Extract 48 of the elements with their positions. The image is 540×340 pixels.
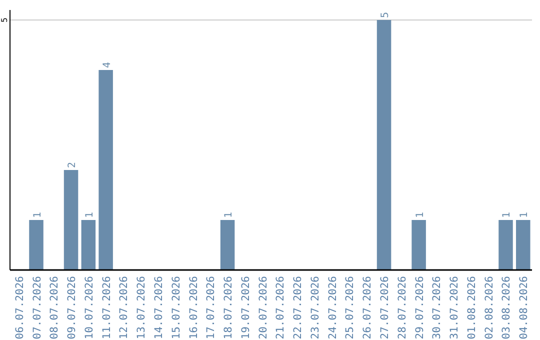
data-label: 5 — [380, 12, 392, 18]
x-tick-label: 21.07.2026 — [274, 276, 287, 340]
x-tick-label: 24.07.2026 — [326, 276, 339, 340]
x-tick-label: 23.07.2026 — [309, 276, 322, 340]
x-tick-label: 26.07.2026 — [362, 276, 374, 340]
x-tick-label: 17.07.2026 — [205, 276, 218, 340]
x-tick-label: 10.07.2026 — [83, 276, 96, 340]
bar — [516, 220, 530, 270]
x-tick-label: 27.07.2026 — [379, 276, 392, 340]
bar — [98, 70, 113, 270]
x-tick-label: 02.08.2026 — [483, 276, 496, 340]
data-label: 1 — [502, 212, 513, 218]
x-tick-label: 15.07.2026 — [170, 276, 182, 340]
data-label: 1 — [519, 212, 530, 218]
x-tick-label: 31.07.2026 — [448, 276, 461, 340]
bar — [29, 220, 44, 270]
x-tick-label: 08.07.2026 — [48, 276, 61, 340]
x-tick-label: 22.07.2026 — [292, 276, 304, 340]
x-tick-label: 19.07.2026 — [240, 276, 252, 340]
x-tick-label: 30.07.2026 — [431, 276, 444, 340]
x-tick-label: 01.08.2026 — [466, 276, 478, 340]
x-tick-label: 18.07.2026 — [222, 276, 235, 340]
bar — [376, 20, 392, 270]
x-tick-label: 16.07.2026 — [188, 276, 200, 340]
data-label: 1 — [32, 212, 44, 218]
data-label: 1 — [414, 212, 426, 218]
data-label: 4 — [102, 62, 113, 68]
bar — [81, 220, 96, 270]
x-tick-label: 04.08.2026 — [518, 276, 530, 340]
x-tick-label: 25.07.2026 — [344, 276, 356, 340]
x-tick-label: 06.07.2026 — [14, 276, 26, 340]
x-tick-label: 09.07.2026 — [66, 276, 78, 340]
bar — [412, 220, 426, 270]
x-tick-label: 28.07.2026 — [396, 276, 408, 340]
x-tick-label: 29.07.2026 — [414, 276, 426, 340]
bar — [220, 220, 235, 270]
x-tick-label: 12.07.2026 — [118, 276, 130, 340]
x-tick-label: 20.07.2026 — [257, 276, 270, 340]
bar — [64, 170, 78, 270]
x-tick-label: 03.08.2026 — [500, 276, 513, 340]
data-label: 1 — [84, 212, 96, 218]
data-label: 1 — [224, 212, 235, 218]
x-tick-label: 07.07.2026 — [31, 276, 44, 340]
x-tick-label: 14.07.2026 — [152, 276, 165, 340]
x-tick-label: 13.07.2026 — [136, 276, 148, 340]
bar — [498, 220, 513, 270]
x-tick-label: 11.07.2026 — [100, 276, 113, 340]
data-label: 2 — [67, 162, 78, 168]
